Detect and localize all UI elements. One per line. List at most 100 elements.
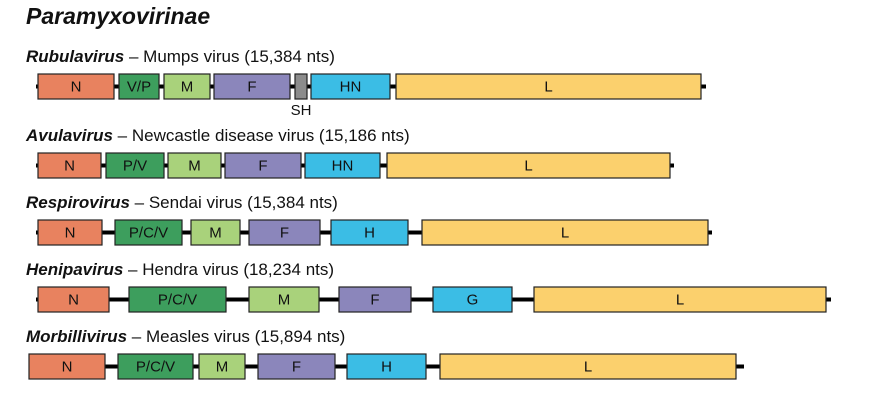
gene-p-v: P/V xyxy=(105,152,165,179)
gene-box xyxy=(421,219,709,246)
gene-label: M xyxy=(216,359,229,376)
gene-box xyxy=(163,73,211,100)
genome-row-henipavirus: Henipavirus – Hendra virus (18,234 nts) … xyxy=(0,260,875,338)
gene-label: F xyxy=(247,79,256,96)
gene-label: N xyxy=(68,292,79,309)
gene-f: F xyxy=(248,219,321,246)
genome-row-respirovirus: Respirovirus – Sendai virus (15,384 nts)… xyxy=(0,193,875,271)
gene-m: M xyxy=(248,286,320,313)
genus-name: Avulavirus xyxy=(26,126,113,145)
gene-h: H xyxy=(330,219,409,246)
genome-row-avulavirus: Avulavirus – Newcastle disease virus (15… xyxy=(0,126,875,204)
genome-map: N P/C/V M F H L xyxy=(36,219,712,246)
gene-m: M xyxy=(163,73,211,100)
gene-l: L xyxy=(421,219,709,246)
gene-p-c-v: P/C/V xyxy=(117,353,194,380)
gene-box xyxy=(432,286,513,313)
gene-label: N xyxy=(71,79,82,96)
gene-label: HN xyxy=(332,158,354,175)
gene-box xyxy=(198,353,246,380)
gene-m: M xyxy=(167,152,222,179)
gene-label: L xyxy=(584,359,592,376)
gene-box xyxy=(224,152,302,179)
gene-label: F xyxy=(292,359,301,376)
gene-n: N xyxy=(28,353,106,380)
row-label: Respirovirus – Sendai virus (15,384 nts) xyxy=(26,193,338,213)
gene-box xyxy=(386,152,671,179)
gene-label: N xyxy=(64,158,75,175)
genus-name: Henipavirus xyxy=(26,260,124,279)
row-label: Rubulavirus – Mumps virus (15,384 nts) xyxy=(26,47,335,67)
gene-n: N xyxy=(37,73,115,100)
gene-box xyxy=(346,353,427,380)
gene-label: P/C/V xyxy=(158,292,197,309)
genus-name: Rubulavirus xyxy=(26,47,125,66)
gene-label: P/C/V xyxy=(129,225,168,242)
gene-box xyxy=(310,73,391,100)
gene-label: F xyxy=(258,158,267,175)
row-label: Avulavirus – Newcastle disease virus (15… xyxy=(26,126,410,146)
gene-box xyxy=(330,219,409,246)
gene-box xyxy=(338,286,412,313)
gene-label: V/P xyxy=(127,79,151,96)
gene-hn: HN xyxy=(304,152,381,179)
gene-label: H xyxy=(364,225,375,242)
gene-box xyxy=(37,73,115,100)
gene-label: L xyxy=(676,292,684,309)
gene-label: G xyxy=(467,292,479,309)
gene-label: L xyxy=(544,79,552,96)
gene-f: F xyxy=(213,73,291,100)
gene-label: M xyxy=(209,225,222,242)
label-separator: – xyxy=(112,126,132,145)
gene-label: N xyxy=(65,225,76,242)
row-label: Henipavirus – Hendra virus (18,234 nts) xyxy=(26,260,334,280)
virus-name: Sendai virus (15,384 nts) xyxy=(148,193,338,212)
gene-label: HN xyxy=(340,79,362,96)
gene-box xyxy=(190,219,241,246)
gene-l: L xyxy=(395,73,702,100)
gene-box xyxy=(105,152,165,179)
gene-box xyxy=(439,353,737,380)
gene-label: H xyxy=(381,359,392,376)
gene-l: L xyxy=(386,152,671,179)
gene-f: F xyxy=(338,286,412,313)
gene-label: P/C/V xyxy=(136,359,175,376)
gene-box xyxy=(114,219,183,246)
gene-l: L xyxy=(439,353,737,380)
diagram-title: Paramyxovirinae xyxy=(26,3,211,29)
gene-box xyxy=(118,73,160,100)
gene-v-p: V/P xyxy=(118,73,160,100)
gene-label: L xyxy=(561,225,569,242)
gene-box xyxy=(213,73,291,100)
gene-n: N xyxy=(37,219,103,246)
genus-name: Morbillivirus xyxy=(26,327,128,346)
gene-box xyxy=(248,286,320,313)
gene-n: N xyxy=(37,286,110,313)
gene-label: P/V xyxy=(123,158,147,175)
virus-name: Measles virus (15,894 nts) xyxy=(145,327,346,346)
gene-box xyxy=(28,353,106,380)
gene-f: F xyxy=(224,152,302,179)
virus-name: Newcastle disease virus (15,186 nts) xyxy=(131,126,410,145)
gene-box xyxy=(167,152,222,179)
label-separator: – xyxy=(123,260,143,279)
gene-f: F xyxy=(257,353,336,380)
gene-box xyxy=(37,219,103,246)
gene-l: L xyxy=(533,286,827,313)
gene-label: M xyxy=(181,79,194,96)
genome-row-morbillivirus: Morbillivirus – Measles virus (15,894 nt… xyxy=(0,327,875,405)
genome-map: N P/V M F HN L xyxy=(36,152,674,179)
row-label: Morbillivirus – Measles virus (15,894 nt… xyxy=(26,327,345,347)
gene-box xyxy=(37,152,102,179)
gene-box xyxy=(248,219,321,246)
genome-row-rubulavirus: Rubulavirus – Mumps virus (15,384 nts) N… xyxy=(0,47,875,125)
gene-sh: SH xyxy=(291,73,312,119)
gene-box xyxy=(395,73,702,100)
gene-p-c-v: P/C/V xyxy=(114,219,183,246)
genome-map: N P/C/V M F H L xyxy=(28,353,744,380)
gene-h: H xyxy=(346,353,427,380)
gene-label: SH xyxy=(291,102,312,119)
genome-map: N P/C/V M F G L xyxy=(36,286,831,313)
gene-box xyxy=(37,286,110,313)
gene-hn: HN xyxy=(310,73,391,100)
